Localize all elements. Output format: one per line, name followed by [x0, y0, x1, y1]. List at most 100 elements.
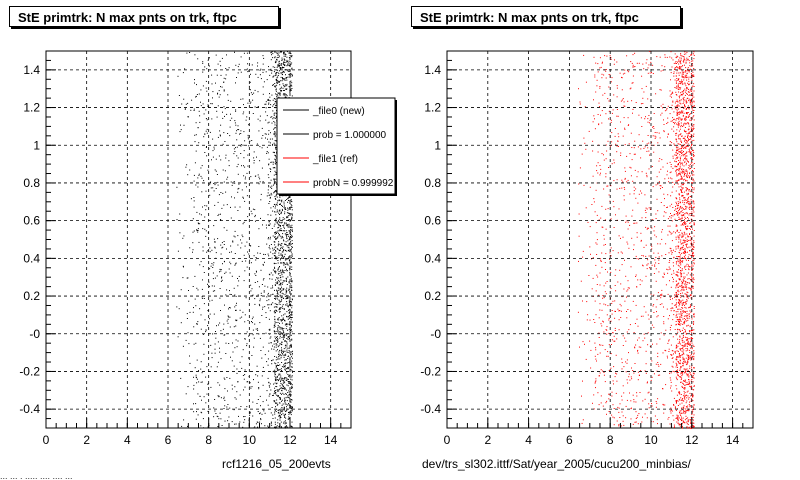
scatter-point: [285, 344, 287, 346]
scatter-point: [661, 187, 663, 188]
scatter-point: [182, 72, 184, 74]
scatter-point: [684, 216, 686, 218]
scatter-point: [224, 399, 226, 401]
scatter-point: [291, 407, 293, 409]
scatter-point: [268, 177, 270, 179]
x-tick-label: 12: [283, 433, 297, 447]
scatter-point: [277, 322, 279, 323]
scatter-point: [638, 114, 640, 116]
scatter-point: [677, 100, 679, 102]
scatter-point: [661, 255, 663, 257]
scatter-point: [206, 146, 207, 147]
scatter-point: [286, 65, 288, 67]
scatter-point: [635, 418, 637, 419]
scatter-point: [605, 228, 607, 230]
scatter-point: [685, 99, 687, 101]
scatter-point: [285, 425, 287, 427]
scatter-point: [669, 329, 671, 331]
scatter-point: [275, 365, 277, 367]
scatter-point: [273, 104, 275, 106]
scatter-point: [279, 307, 281, 309]
scatter-point: [286, 368, 287, 370]
scatter-point: [284, 377, 286, 379]
scatter-point: [288, 300, 290, 302]
scatter-point: [648, 207, 650, 209]
scatter-point: [646, 417, 648, 419]
scatter-point: [225, 191, 227, 193]
scatter-point: [198, 223, 199, 225]
scatter-point: [222, 192, 224, 194]
scatter-point: [277, 304, 279, 306]
scatter-point: [630, 376, 632, 378]
scatter-point: [668, 339, 670, 341]
scatter-point: [216, 174, 218, 175]
scatter-point: [273, 330, 275, 332]
scatter-point: [657, 142, 659, 144]
scatter-point: [619, 403, 621, 405]
scatter-point: [596, 243, 598, 245]
scatter-point: [282, 317, 284, 319]
scatter-point: [281, 319, 283, 321]
scatter-point: [290, 344, 292, 346]
scatter-point: [286, 378, 288, 380]
scatter-point: [259, 146, 261, 148]
scatter-point: [262, 384, 264, 386]
scatter-point: [287, 329, 288, 331]
scatter-point: [289, 61, 291, 63]
scatter-point: [203, 303, 205, 305]
scatter-point: [689, 342, 691, 344]
scatter-point: [286, 284, 288, 285]
scatter-point: [205, 331, 207, 333]
scatter-point: [207, 426, 209, 428]
scatter-point: [607, 208, 609, 210]
scatter-point: [286, 237, 288, 239]
scatter-point: [195, 403, 197, 405]
scatter-point: [272, 57, 274, 59]
scatter-point: [670, 407, 672, 409]
scatter-point: [274, 112, 276, 114]
scatter-point: [611, 391, 613, 393]
scatter-point: [243, 111, 245, 113]
scatter-point: [262, 71, 264, 73]
scatter-point: [275, 102, 277, 104]
scatter-point: [684, 331, 686, 333]
scatter-point: [600, 217, 602, 219]
scatter-point: [626, 359, 628, 361]
scatter-point: [280, 51, 281, 53]
scatter-point: [287, 62, 289, 64]
scatter-point: [217, 63, 219, 65]
scatter-point: [285, 77, 287, 79]
scatter-point: [288, 336, 290, 338]
scatter-point: [289, 324, 291, 326]
scatter-point: [660, 70, 662, 72]
scatter-point: [255, 73, 257, 75]
scatter-point: [213, 416, 215, 418]
scatter-point: [221, 279, 223, 281]
scatter-point: [287, 51, 289, 53]
scatter-point: [633, 372, 635, 374]
scatter-point: [680, 59, 682, 61]
scatter-point: [277, 370, 279, 372]
scatter-point: [690, 254, 692, 256]
scatter-point: [263, 290, 265, 292]
scatter-point: [627, 289, 629, 291]
scatter-point: [283, 350, 285, 352]
scatter-point: [282, 413, 284, 415]
scatter-point: [689, 326, 691, 328]
scatter-point: [689, 355, 691, 357]
scatter-point: [200, 411, 202, 413]
scatter-point: [220, 213, 221, 215]
scatter-point: [636, 62, 638, 64]
scatter-point: [237, 157, 239, 159]
scatter-point: [628, 287, 630, 289]
scatter-point: [286, 245, 288, 247]
scatter-point: [673, 75, 675, 77]
scatter-point: [690, 203, 691, 205]
scatter-point: [587, 221, 589, 223]
scatter-point: [244, 374, 246, 376]
scatter-point: [273, 192, 275, 194]
scatter-point: [287, 336, 289, 338]
scatter-point: [288, 197, 290, 198]
scatter-point: [613, 162, 615, 164]
scatter-point: [589, 340, 591, 342]
